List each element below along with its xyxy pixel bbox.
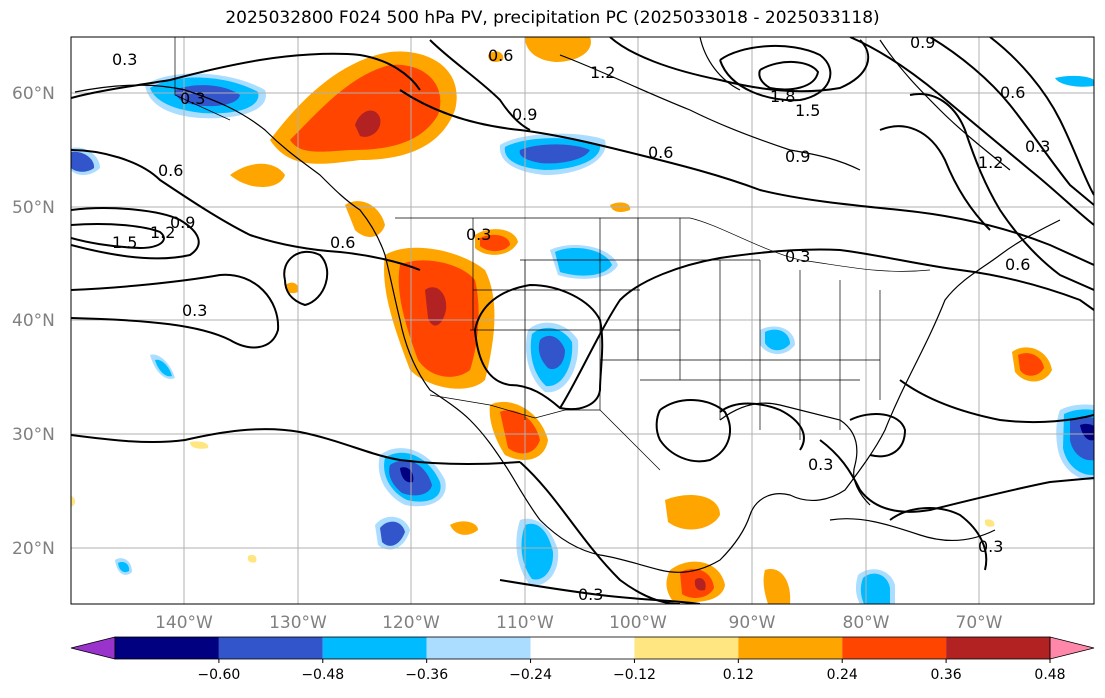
contour-label: 0.3: [466, 225, 491, 244]
lon-label: 100°W: [609, 613, 667, 633]
contour-label: 0.9: [785, 147, 810, 166]
colorbar-segment: [115, 637, 219, 659]
colorbar-segment: [738, 637, 843, 659]
colorbar-segment: [634, 637, 739, 659]
lat-label: 60°N: [12, 84, 55, 104]
contour-labels: 0.3 0.3 0.6 0.6 0.3 0.9 1.2 1.5 0.6 1.2 …: [112, 33, 1050, 604]
pv-contours: [71, 37, 1094, 604]
lon-label: 140°W: [155, 613, 213, 633]
contour-label: 1.8: [770, 87, 795, 106]
colorbar-tick-label: 0.48: [1034, 667, 1065, 683]
lon-label: 110°W: [496, 613, 554, 633]
political-borders: [174, 37, 931, 471]
contour-label: 1.2: [150, 223, 175, 242]
colorbar-tick-label: −0.36: [405, 667, 448, 683]
contour-label: 0.3: [578, 585, 603, 604]
colorbar-segment: [426, 637, 531, 659]
contour-label: 0.6: [1000, 83, 1025, 102]
contour-label: 0.9: [170, 213, 195, 232]
contour-label: 1.5: [795, 101, 820, 120]
colorbar-tick-label: −0.12: [613, 667, 656, 683]
colorbar-arrow-left: [70, 636, 116, 660]
contour-label: 0.6: [1005, 255, 1030, 274]
contour-label: 1.2: [590, 63, 615, 82]
contour-label: 0.3: [182, 301, 207, 320]
map-title: 2025032800 F024 500 hPa PV, precipitatio…: [225, 8, 880, 28]
lat-label: 30°N: [12, 425, 55, 445]
contour-label: 0.6: [158, 161, 183, 180]
colorbar-tick-label: 0.36: [931, 667, 962, 683]
longitude-labels: 140°W 130°W 120°W 110°W 100°W 90°W 80°W …: [155, 613, 1003, 633]
colorbar-segment: [218, 637, 323, 659]
contour-label: 0.6: [488, 46, 513, 65]
lon-label: 130°W: [269, 613, 327, 633]
colorbar-arrow-right: [1049, 636, 1095, 660]
colorbar-segment: [530, 637, 635, 659]
lon-label: 70°W: [956, 613, 1003, 633]
colorbar-tick-label: −0.60: [197, 667, 240, 683]
contour-label: 1.5: [112, 233, 137, 252]
colorbar-frame: [114, 636, 1051, 660]
colorbar-segment: [842, 637, 947, 659]
lon-label: 120°W: [382, 613, 440, 633]
contour-label: 0.3: [808, 455, 833, 474]
lat-label: 20°N: [12, 539, 55, 559]
lat-label: 40°N: [12, 311, 55, 331]
colorbar-tick-label: −0.24: [509, 667, 552, 683]
lon-label: 90°W: [729, 613, 776, 633]
map-frame: [70, 36, 1095, 605]
contour-label: 0.9: [512, 105, 537, 124]
colorbar-tick-label: 0.24: [827, 667, 858, 683]
contour-label: 0.3: [180, 89, 205, 108]
contour-label: 0.3: [112, 50, 137, 69]
contour-label: 0.3: [1025, 137, 1050, 156]
contour-label: 0.3: [978, 537, 1003, 556]
colorbar: −0.60 −0.48 −0.36 −0.24 −0.12 0.12 0.24 0.36 0.4…: [70, 636, 1095, 683]
colorbar-tick-label: −0.48: [301, 667, 344, 683]
contour-label: 0.6: [648, 143, 673, 162]
contour-label: 0.9: [910, 33, 935, 52]
colorbar-segment: [322, 637, 427, 659]
lon-label: 80°W: [843, 613, 890, 633]
contour-label: 1.2: [978, 153, 1003, 172]
colorbar-tick-label: 0.12: [723, 667, 754, 683]
colorbar-segment: [946, 637, 1050, 659]
latitude-labels: 60°N 50°N 40°N 30°N 20°N: [12, 84, 55, 559]
lat-label: 50°N: [12, 198, 55, 218]
contour-label: 0.3: [785, 247, 810, 266]
contour-label: 0.6: [330, 233, 355, 252]
